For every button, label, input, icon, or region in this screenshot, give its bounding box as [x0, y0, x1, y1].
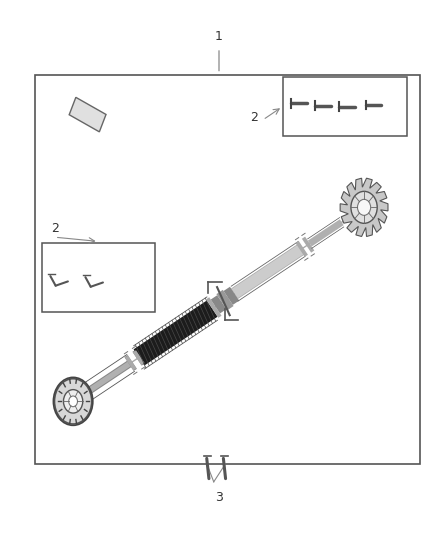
Text: 2: 2 — [51, 222, 59, 235]
Text: 1: 1 — [215, 30, 223, 43]
Bar — [42, 243, 155, 312]
Ellipse shape — [54, 378, 92, 424]
Text: 2: 2 — [251, 111, 258, 124]
Bar — [283, 77, 407, 136]
Polygon shape — [340, 178, 388, 237]
Circle shape — [64, 390, 83, 413]
Text: 3: 3 — [215, 491, 223, 504]
Bar — [35, 75, 420, 464]
Circle shape — [69, 396, 78, 407]
Polygon shape — [69, 98, 106, 132]
Circle shape — [351, 191, 377, 223]
Circle shape — [357, 199, 371, 215]
